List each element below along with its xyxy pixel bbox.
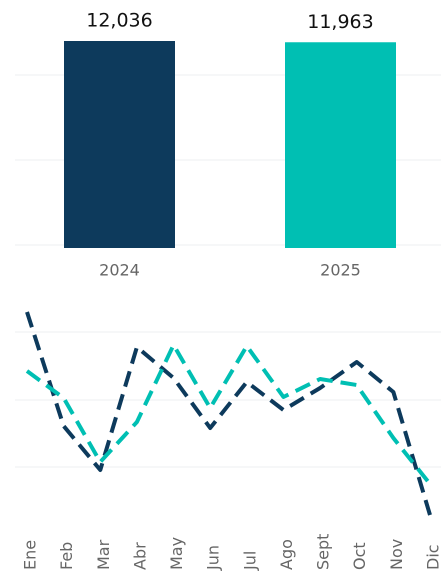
x-tick-label: May — [167, 537, 186, 570]
x-tick-label: 2024 — [99, 261, 140, 280]
line-series — [25, 311, 432, 516]
bar-value-label: 11,963 — [307, 11, 373, 33]
x-tick-label: Nov — [387, 539, 406, 570]
x-tick-label: Abr — [130, 542, 149, 570]
x-tick-label: 2025 — [320, 261, 361, 280]
x-tick-label: Jun — [204, 545, 223, 571]
x-tick-label: Dic — [424, 544, 441, 570]
x-tick-label: Feb — [57, 542, 76, 570]
x-tick-label: Oct — [350, 542, 369, 570]
x-tick-label: Ene — [21, 540, 40, 570]
bar — [285, 42, 396, 249]
bar-value-label: 12,036 — [86, 10, 152, 32]
line-series — [25, 343, 432, 486]
x-tick-label: Sept — [314, 534, 333, 570]
x-tick-label: Jul — [240, 551, 259, 571]
x-tick-label: Ago — [277, 539, 296, 570]
bar — [64, 41, 175, 248]
x-tick-label: Mar — [94, 539, 113, 570]
